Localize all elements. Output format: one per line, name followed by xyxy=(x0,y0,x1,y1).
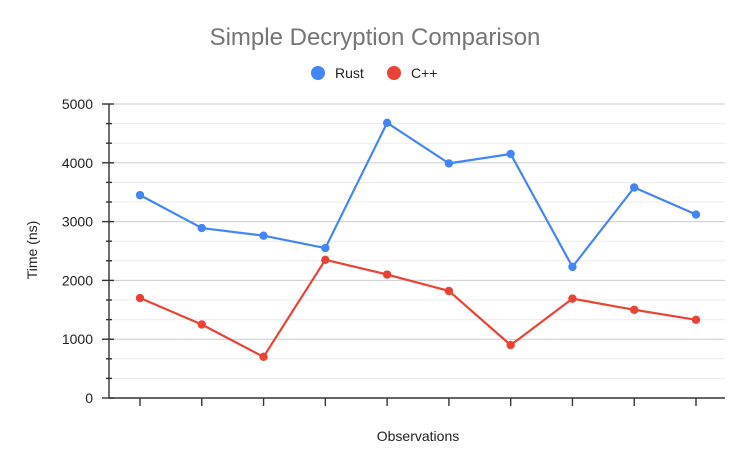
data-point xyxy=(506,149,515,159)
legend-marker xyxy=(387,66,401,80)
data-point xyxy=(382,118,392,128)
y-axis-title: Time (ns) xyxy=(24,221,40,280)
data-point xyxy=(259,231,268,240)
series-line xyxy=(139,121,697,268)
legend-label: Rust xyxy=(335,65,364,81)
data-point xyxy=(691,315,701,324)
legend-item-cpp: C++ xyxy=(387,65,437,81)
data-point xyxy=(135,293,145,303)
y-tick-label: 3000 xyxy=(62,214,93,230)
data-point xyxy=(259,352,268,362)
y-tick-label: 0 xyxy=(85,390,93,406)
y-tick-label: 2000 xyxy=(62,272,93,288)
legend-marker xyxy=(311,66,325,80)
legend: Rust C++ xyxy=(311,65,437,81)
data-point xyxy=(197,320,206,329)
data-point xyxy=(568,262,577,272)
data-point xyxy=(568,294,577,303)
x-axis xyxy=(109,397,725,406)
series-line xyxy=(139,258,697,358)
data-point xyxy=(197,223,206,233)
y-tick-label: 4000 xyxy=(62,155,93,171)
x-axis-title: Observations xyxy=(377,428,459,444)
data-point xyxy=(444,159,454,168)
data-point xyxy=(630,183,639,192)
data-point xyxy=(506,340,515,350)
y-tick-label: 1000 xyxy=(62,331,93,347)
legend-item-rust: Rust xyxy=(311,65,364,81)
data-point xyxy=(321,255,330,265)
y-tick-label: 5000 xyxy=(62,96,93,112)
gridlines xyxy=(109,103,725,379)
data-point xyxy=(444,286,454,296)
legend-label: C++ xyxy=(411,65,437,81)
chart-title: Simple Decryption Comparison xyxy=(210,24,541,51)
series-cpp xyxy=(135,255,701,362)
data-point xyxy=(135,190,145,200)
data-point xyxy=(382,270,392,279)
data-point xyxy=(630,305,639,314)
series-layer xyxy=(135,118,701,362)
data-point xyxy=(321,243,330,253)
series-rust xyxy=(135,118,701,272)
data-point xyxy=(691,210,701,219)
y-axis: 0 1000 2000 3000 4000 5000 xyxy=(62,96,114,406)
